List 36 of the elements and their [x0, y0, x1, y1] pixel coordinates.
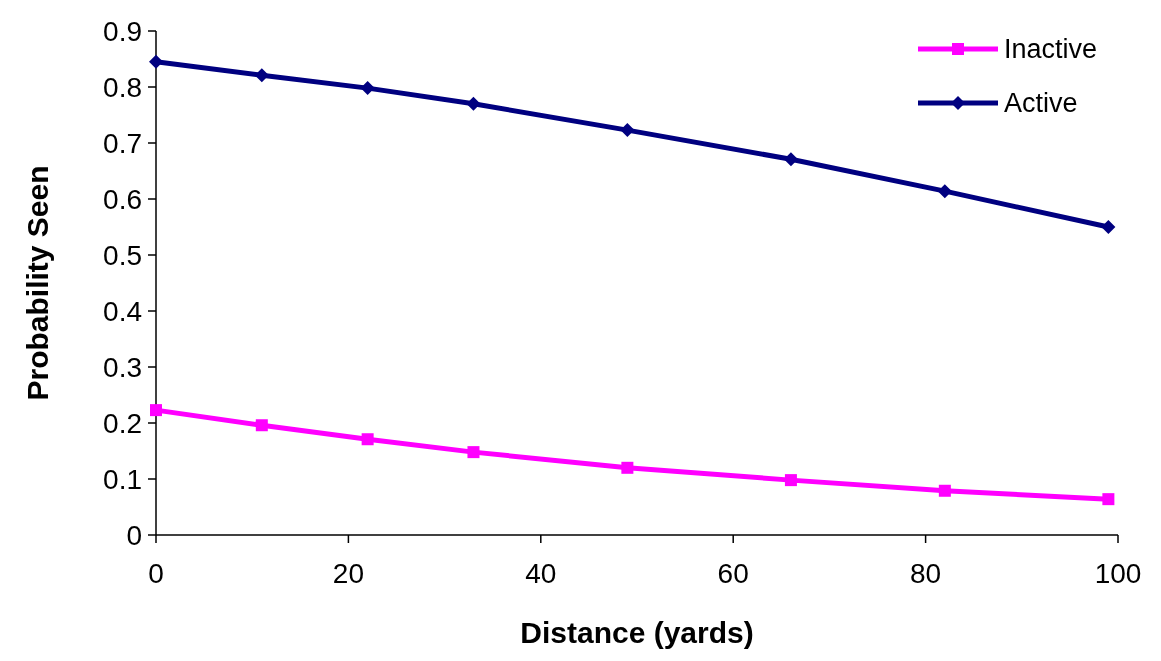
point: [466, 96, 481, 111]
point: [150, 404, 162, 417]
point: [149, 54, 163, 69]
point: [254, 68, 269, 83]
point: [938, 484, 951, 497]
y-tick-label: 0.2: [103, 407, 142, 439]
x-tick-label: 20: [332, 558, 364, 589]
y-tick-label: 0.7: [103, 127, 142, 159]
y-tick-label: 0.1: [103, 463, 142, 495]
point: [620, 123, 635, 138]
x-tick-label: 0: [148, 558, 164, 589]
point: [1101, 220, 1116, 234]
point: [784, 474, 797, 487]
legend-label: Inactive: [1004, 34, 1098, 65]
x-axis-title: Distance (yards): [520, 616, 754, 649]
y-tick-label: 0.6: [103, 183, 142, 215]
point: [1102, 493, 1115, 506]
x-tick-label: 40: [525, 558, 557, 589]
y-tick-label: 0.4: [103, 295, 142, 327]
x-tick-label: 100: [1094, 558, 1142, 589]
point: [783, 152, 798, 167]
y-tick-label: 0.3: [103, 351, 142, 383]
point: [255, 419, 268, 432]
y-tick-label: 0: [126, 519, 142, 551]
point: [361, 433, 374, 446]
x-tick-label: 80: [910, 558, 942, 589]
x-tick-label: 60: [717, 558, 749, 589]
y-tick-label: 0.5: [103, 239, 142, 271]
point: [360, 81, 375, 96]
y-tick-label: 0.9: [103, 15, 142, 47]
y-tick-label: 0.8: [103, 71, 142, 103]
legend-label: Active: [1004, 88, 1078, 119]
point: [467, 446, 480, 459]
y-axis-title: Probability Seen: [21, 165, 54, 401]
point: [937, 184, 952, 199]
point: [621, 461, 634, 474]
